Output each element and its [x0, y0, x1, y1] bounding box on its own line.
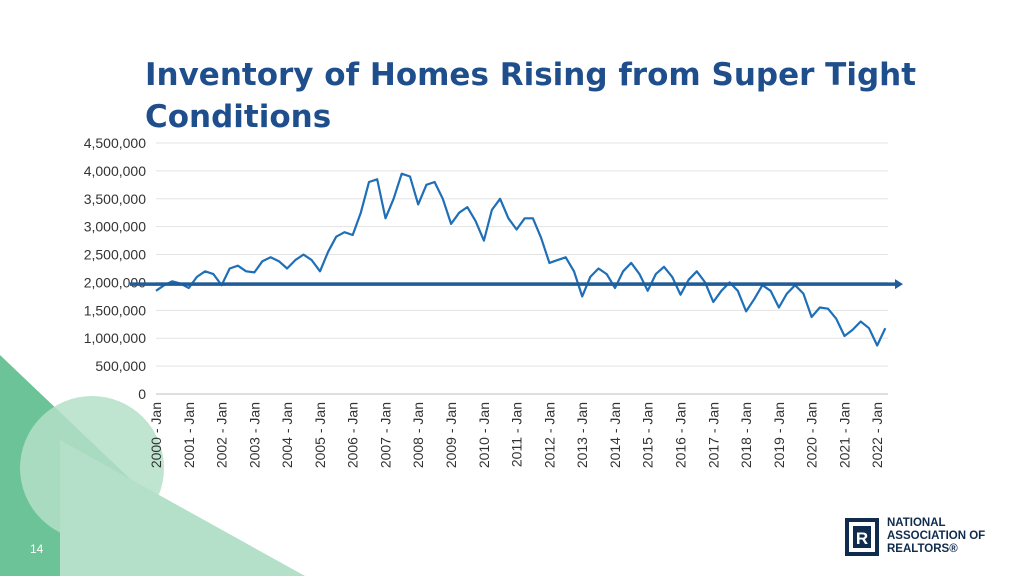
reference-line-group	[130, 279, 903, 290]
x-tick-label: 2015 - Jan	[640, 402, 656, 468]
x-tick-label: 2003 - Jan	[246, 402, 262, 468]
arrow-head-icon	[895, 279, 903, 290]
x-tick-label: 2011 - Jan	[509, 402, 525, 467]
x-tick-label: 2001 - Jan	[181, 402, 197, 468]
y-tick-label: 500,000	[95, 358, 146, 374]
x-tick-label: 2005 - Jan	[312, 402, 328, 468]
x-tick-label: 2013 - Jan	[574, 402, 590, 468]
x-tick-label: 2021 - Jan	[836, 402, 852, 468]
x-tick-label: 2014 - Jan	[607, 402, 623, 468]
x-tick-label: 2007 - Jan	[377, 402, 393, 468]
realtor-r-logo-icon: R	[845, 518, 879, 556]
inventory-series-line	[155, 172, 887, 347]
x-tick-label: 2019 - Jan	[771, 402, 787, 468]
logo-line-2: ASSOCIATION OF	[887, 530, 986, 542]
x-tick-label: 2006 - Jan	[345, 402, 361, 468]
y-tick-label: 1,000,000	[84, 330, 146, 346]
y-tick-label: 3,000,000	[84, 219, 146, 235]
decorative-circle	[20, 396, 164, 540]
x-tick-label: 2000 - Jan	[148, 402, 164, 468]
nar-logo: R NATIONAL ASSOCIATION OF REALTORS®	[845, 515, 1020, 560]
logo-line-3: REALTORS®	[887, 543, 958, 555]
logo-wordmark: NATIONAL ASSOCIATION OF REALTORS®	[887, 517, 1022, 556]
y-tick-label: 1,500,000	[84, 302, 146, 318]
page-number: 14	[30, 542, 44, 556]
x-tick-label: 2020 - Jan	[804, 402, 820, 468]
x-tick-label: 2008 - Jan	[410, 402, 426, 468]
x-tick-label: 2004 - Jan	[279, 402, 295, 468]
logo-mark-letter: R	[856, 529, 868, 548]
y-tick-label: 4,000,000	[84, 163, 146, 179]
x-tick-label: 2017 - Jan	[705, 402, 721, 468]
x-tick-label: 2012 - Jan	[541, 402, 557, 468]
y-tick-label: 4,500,000	[84, 135, 146, 151]
x-tick-label: 2022 - Jan	[869, 402, 885, 468]
x-tick-label: 2009 - Jan	[443, 402, 459, 468]
x-tick-label: 2010 - Jan	[476, 402, 492, 468]
y-tick-label: 2,500,000	[84, 247, 146, 263]
y-tick-label: 2,000,000	[84, 274, 146, 290]
x-tick-label: 2018 - Jan	[738, 402, 754, 468]
y-tick-label: 3,500,000	[84, 191, 146, 207]
logo-line-1: NATIONAL	[887, 517, 946, 529]
x-tick-label: 2016 - Jan	[672, 402, 688, 468]
y-axis: 0 500,000 1,000,000 1,500,000 2,000,000 2,500…	[84, 135, 147, 402]
slide-title: Inventory of Homes Rising from Super Tig…	[145, 57, 917, 135]
gridlines	[156, 142, 888, 395]
x-tick-label: 2002 - Jan	[214, 402, 230, 468]
x-axis: 2000 - Jan 2001 - Jan 2002 - Jan 2003 - Jan…	[148, 402, 885, 468]
y-tick-label: 0	[138, 386, 146, 402]
